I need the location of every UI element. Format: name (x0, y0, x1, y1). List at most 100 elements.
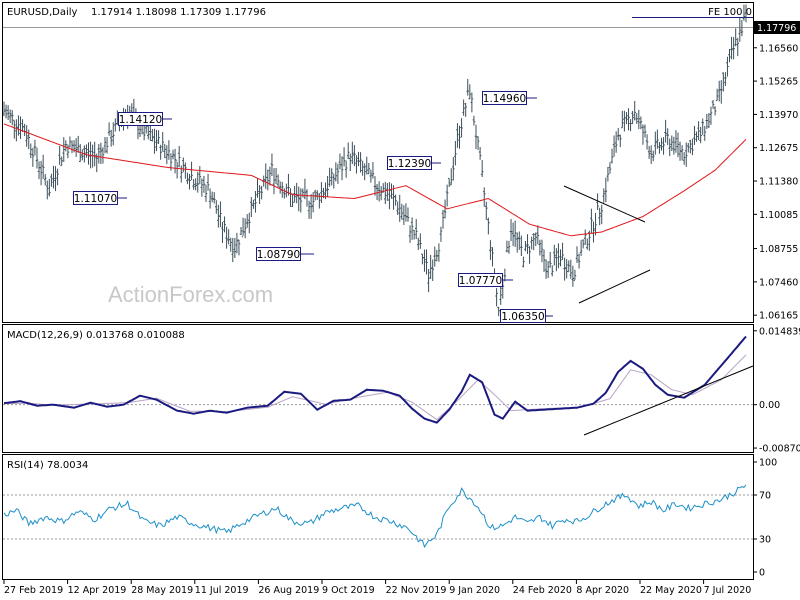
price-bar (369, 169, 373, 183)
price-bar (247, 212, 251, 234)
price-bar (15, 119, 18, 142)
price-bar (651, 150, 655, 162)
price-bar (155, 129, 158, 152)
price-bar (645, 134, 649, 150)
macd-lines (3, 335, 753, 424)
price-bar (171, 149, 175, 160)
x-tick-label: 28 May 2019 (131, 585, 193, 596)
rsi-tick-label: 0 (759, 568, 765, 579)
price-bar (726, 56, 729, 77)
price-bar (223, 216, 226, 233)
price-bar (214, 200, 218, 214)
price-bar (10, 110, 14, 126)
price-bar (693, 125, 696, 145)
price-tick-label: 1.07460 (759, 277, 798, 288)
price-bar (526, 234, 529, 254)
price-bar (701, 118, 705, 135)
price-bar (60, 156, 64, 167)
price-bar (188, 173, 191, 190)
price-bar (517, 231, 521, 250)
price-bar (237, 239, 241, 256)
price-bar (668, 138, 672, 157)
price-bar (8, 109, 12, 124)
price-tick-label: 1.06165 (759, 311, 798, 322)
price-bar (330, 168, 334, 186)
svg-text:1.14960: 1.14960 (483, 93, 526, 105)
price-bar (583, 229, 587, 245)
price-bar (730, 36, 733, 60)
price-bar (495, 288, 498, 307)
price-bar (567, 260, 571, 273)
price-bar (592, 221, 595, 243)
rsi-tick-label: 30 (759, 535, 771, 546)
macd-panel (2, 324, 754, 453)
price-bar (338, 153, 342, 170)
moving-average (3, 123, 747, 237)
price-bar (235, 232, 239, 254)
price-bar (738, 18, 742, 42)
price-bar (575, 246, 579, 264)
macd-trendline (583, 365, 754, 436)
price-bar (429, 254, 432, 280)
price-bar (470, 92, 474, 113)
price-bar (571, 265, 575, 287)
price-bar (503, 268, 507, 282)
price-bar (101, 147, 105, 164)
macd-tick-label: -0.008705 (759, 444, 800, 455)
price-bar (161, 132, 165, 152)
price-bar (676, 132, 680, 158)
price-bar (295, 182, 298, 204)
price-bar (588, 230, 591, 251)
price-bar (398, 194, 402, 222)
price-bar (637, 109, 641, 130)
price-bar (355, 155, 358, 174)
price-bar (326, 175, 329, 198)
price-bar (689, 139, 692, 154)
price-tick-label: 1.13970 (759, 110, 798, 121)
price-bar (177, 145, 181, 168)
price-bar (357, 151, 360, 167)
price-bar (43, 174, 47, 186)
price-bar (555, 248, 558, 272)
x-tick-label: 9 Oct 2019 (322, 585, 375, 596)
price-bar (153, 128, 156, 154)
price-bar (672, 136, 676, 155)
price-bar (462, 99, 465, 116)
price-bar (456, 123, 459, 148)
price-bar (732, 37, 735, 60)
price-bar (99, 142, 103, 165)
price-bar (221, 222, 224, 244)
price-bar (274, 167, 278, 185)
price-bar (505, 240, 509, 253)
price-bar (25, 125, 28, 147)
price-bar (454, 140, 457, 166)
price-bar (433, 246, 437, 267)
price-bar (114, 118, 117, 132)
price-bar (635, 112, 639, 124)
price-bar (499, 283, 503, 305)
price-bar (107, 122, 111, 136)
svg-text:1.12390: 1.12390 (388, 158, 431, 170)
price-bar (577, 253, 581, 269)
price-bar (443, 199, 447, 219)
price-bar (482, 187, 486, 207)
price-bar (468, 84, 472, 100)
price-bar (734, 28, 737, 47)
price-bar (165, 145, 169, 165)
price-bar (416, 237, 420, 251)
x-axis: 27 Feb 2019 12 Apr 2019 28 May 2019 11 Jul … (3, 580, 751, 596)
price-bar (23, 123, 26, 137)
price-bar (56, 168, 59, 186)
x-tick-label: 12 Apr 2019 (68, 585, 127, 596)
price-bar (245, 214, 249, 228)
price-bar (285, 183, 288, 198)
price-bar (353, 145, 356, 167)
current-price-text: 1.17796 (757, 23, 796, 34)
price-bar (445, 184, 449, 207)
price-bar (256, 178, 259, 198)
price-bar (742, 4, 746, 21)
price-tick-label: 1.15265 (759, 77, 798, 88)
price-bar (58, 145, 61, 165)
price-bar (394, 194, 397, 206)
price-bar (377, 181, 381, 202)
